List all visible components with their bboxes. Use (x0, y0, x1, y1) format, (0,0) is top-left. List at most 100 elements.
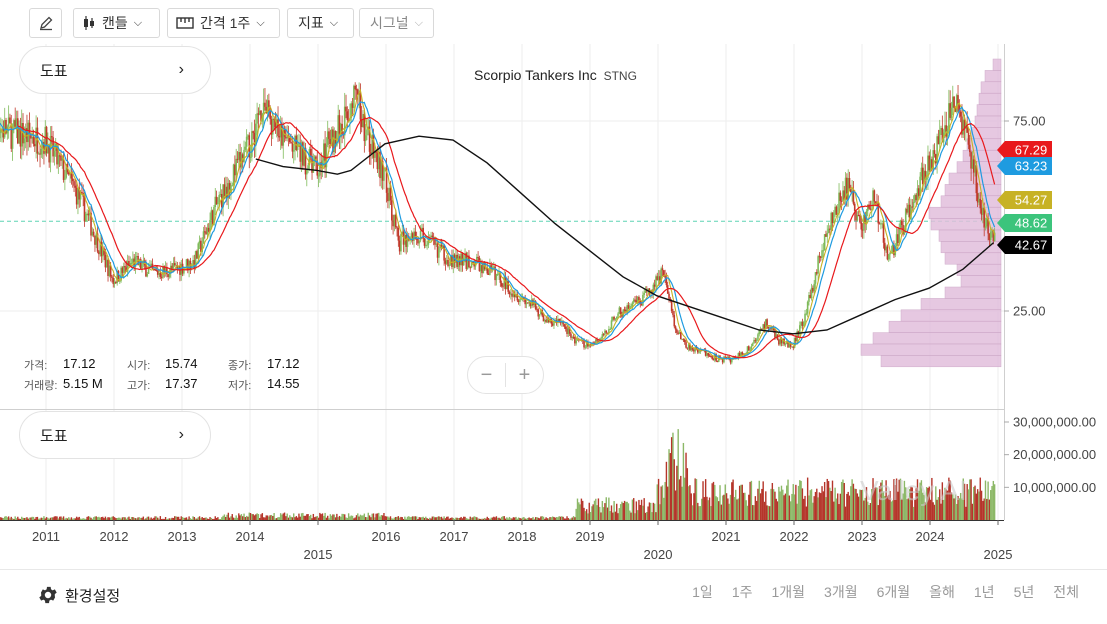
candle-body (3, 119, 6, 138)
volume-bar (533, 518, 536, 520)
volume-bar (27, 518, 29, 520)
candle-body (15, 118, 18, 129)
candle-body (660, 268, 662, 284)
candle-body (801, 321, 804, 326)
volume-bar (330, 515, 333, 520)
period-all[interactable]: 전체 (1053, 584, 1079, 600)
zoom-in-button[interactable]: + (518, 363, 531, 386)
period-ytd[interactable]: 올해 (929, 584, 955, 600)
period-1m[interactable]: 1개월 (771, 584, 806, 600)
volume-bar (695, 478, 698, 520)
price-tick-label: 25.00 (1013, 304, 1046, 319)
volume-bar (599, 506, 601, 520)
volume-bar (217, 517, 219, 520)
volume-bar (592, 504, 594, 520)
candle-body (34, 143, 36, 147)
volume-bar (435, 517, 437, 520)
candle-body (370, 151, 372, 155)
volume-bar (22, 517, 24, 520)
chart-legend-toggle[interactable]: 도표 › (19, 46, 211, 94)
candle-body (547, 318, 550, 323)
candle-body (630, 306, 632, 308)
signals-dropdown[interactable]: 시그널 ⌵ (359, 8, 434, 38)
volume-bar (510, 518, 512, 520)
interval-dropdown[interactable]: 간격 1주 ⌵ (167, 8, 280, 38)
candle-body (846, 177, 848, 200)
period-6m[interactable]: 6개월 (876, 584, 911, 600)
candle-body (989, 231, 992, 241)
volume-bar (255, 514, 257, 520)
volume-bar (451, 517, 453, 520)
period-1d[interactable]: 1일 (692, 584, 713, 600)
candle-body (36, 127, 39, 154)
volume-bar (789, 501, 792, 520)
candle-body (680, 332, 682, 340)
price-tag: 54.27 (997, 191, 1052, 209)
candle-body (398, 240, 401, 252)
candle-body (108, 265, 111, 276)
candle-body (936, 136, 938, 164)
candle-body (175, 264, 177, 266)
volume-bar (291, 517, 294, 520)
volume-bar (340, 516, 342, 520)
candle-body (329, 138, 332, 145)
volume-bar (434, 517, 436, 520)
candle-body (273, 118, 275, 120)
volume-bar (732, 479, 734, 520)
period-1y[interactable]: 1년 (973, 584, 995, 600)
price-tag-label: 67.29 (1015, 143, 1048, 158)
volume-bar (885, 480, 887, 520)
candle-body (315, 156, 317, 161)
volume-bar (389, 516, 392, 520)
candle-body (712, 358, 715, 361)
volume-bar (0, 517, 2, 520)
candle-body (23, 138, 26, 144)
candle-body (78, 187, 81, 200)
candle-body (954, 107, 957, 112)
candle-body (328, 131, 330, 139)
volume-bar (430, 518, 432, 520)
volume-legend-toggle[interactable]: 도표 › (19, 411, 211, 459)
volume-bar (690, 493, 692, 520)
volume-bar (202, 518, 205, 520)
candle-body (71, 178, 74, 182)
candle-body (525, 302, 528, 305)
period-1w[interactable]: 1주 (731, 584, 753, 600)
settings-button[interactable]: 환경설정 (37, 584, 120, 606)
candle-body (835, 206, 838, 215)
volume-bar (597, 498, 600, 520)
zoom-out-button[interactable]: − (480, 363, 493, 386)
candle-body (984, 226, 987, 228)
candle-body (442, 245, 444, 249)
volume-bar (576, 498, 579, 520)
period-3m[interactable]: 3개월 (824, 584, 858, 600)
drawing-tool-button[interactable] (29, 8, 62, 38)
indicators-dropdown[interactable]: 지표 ⌵ (287, 8, 354, 38)
volume-bar (478, 518, 481, 520)
candle-body (911, 206, 914, 208)
candle-body (452, 254, 455, 267)
volume-bar (805, 506, 808, 520)
candle-body (652, 284, 655, 295)
volume-profile-bar (960, 275, 1002, 288)
volume-bar (334, 517, 337, 520)
volume-bar (40, 517, 43, 520)
volume-bar (677, 429, 679, 520)
chart-footer: 환경설정 1일 1주 1개월 3개월 6개월 올해 1년 5년 전체 (0, 569, 1107, 624)
candle-body (634, 299, 636, 301)
candle-body (95, 233, 98, 245)
candle-body (551, 323, 554, 326)
volume-bar (426, 518, 428, 520)
volume-bar (988, 499, 991, 520)
volume-bar (231, 514, 233, 520)
price-chart[interactable]: 75.0025.0030,000,000.0020,000,000.0010,0… (0, 44, 1107, 569)
candle-body (60, 155, 62, 161)
volume-bar (397, 516, 400, 520)
chart-type-dropdown[interactable]: 캔들 ⌵ (73, 8, 160, 38)
candle-body (864, 214, 866, 224)
candle-body (295, 135, 298, 150)
volume-bar (119, 517, 121, 520)
candle-body (40, 148, 43, 155)
volume-bar (136, 518, 138, 520)
period-5y[interactable]: 5년 (1013, 584, 1035, 600)
